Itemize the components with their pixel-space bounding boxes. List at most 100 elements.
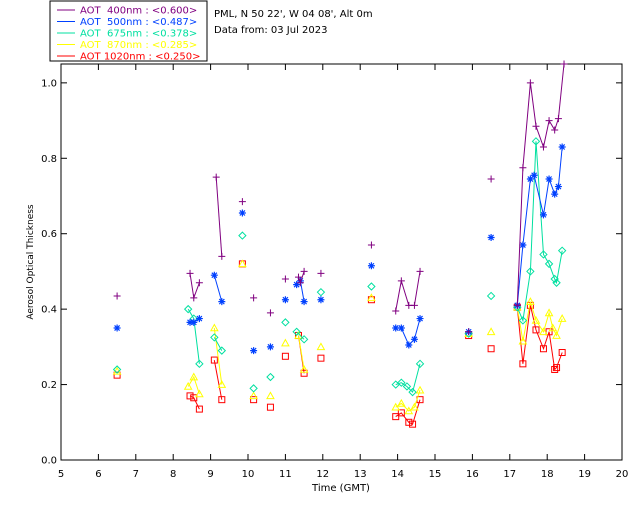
legend: AOT 400nm : <0.600>AOT 500nm : <0.487>AO… — [49, 0, 208, 63]
data-point — [212, 173, 220, 181]
data-point — [183, 381, 193, 390]
data-point — [281, 352, 289, 360]
data-point — [300, 267, 308, 275]
data-point — [113, 324, 121, 332]
x-tick-label: 5 — [58, 469, 64, 480]
data-point — [238, 231, 247, 240]
x-axis-label: Time (GMT) — [311, 483, 370, 494]
data-point — [539, 211, 547, 219]
data-point — [410, 301, 418, 309]
data-point — [415, 359, 425, 369]
x-tick-label: 18 — [541, 469, 554, 480]
data-point — [281, 338, 290, 347]
data-point — [293, 281, 301, 289]
data-point — [557, 314, 567, 322]
series-line — [187, 308, 200, 364]
data-point — [532, 122, 540, 130]
data-point — [548, 323, 558, 332]
x-tick-label: 15 — [429, 469, 442, 480]
data-point — [487, 345, 495, 353]
data-point — [266, 309, 274, 317]
legend-entry: AOT 1020nm : <0.250> — [80, 52, 200, 63]
data-point — [186, 392, 194, 400]
data-point — [367, 282, 376, 291]
y-tick-label: 0.2 — [41, 380, 57, 391]
data-point — [299, 335, 309, 344]
legend-entry: AOT 675nm : <0.378> — [80, 29, 197, 40]
data-point — [210, 271, 218, 279]
x-tick-label: 11 — [279, 469, 292, 480]
data-point — [189, 372, 199, 381]
y-tick-label: 0.6 — [41, 229, 57, 240]
data-point — [218, 298, 226, 306]
data-point — [416, 315, 424, 323]
data-point — [317, 269, 325, 277]
data-point — [294, 273, 302, 281]
series-line — [395, 399, 421, 425]
x-tick-label: 6 — [95, 469, 101, 480]
x-tick-label: 13 — [354, 469, 367, 480]
x-tick-label: 20 — [616, 469, 629, 480]
series-aot-400nm — [113, 60, 568, 336]
series-line — [296, 331, 305, 340]
data-point — [281, 275, 289, 283]
axes: 5 6 7 8 9 10 11 12 13 14 15 16 17 18 19 20 0.0 0.2 0.4 0.6 0… — [41, 64, 628, 480]
data-point — [112, 365, 122, 374]
data-point — [486, 291, 496, 301]
series-line — [189, 395, 200, 410]
data-point — [195, 389, 204, 398]
data-point — [531, 137, 541, 146]
data-point — [513, 301, 521, 309]
legend-entry: AOT 870nm : <0.285> — [80, 40, 197, 51]
data-point — [210, 333, 219, 342]
y-axis-label: Aerosol Optical Thickness — [26, 204, 36, 320]
data-point — [526, 175, 534, 183]
data-point — [299, 364, 309, 373]
data-point — [558, 349, 566, 357]
x-tick-label: 9 — [207, 469, 213, 480]
data-point — [183, 304, 193, 314]
data-point — [218, 252, 226, 260]
series-line — [298, 335, 305, 370]
data-point — [266, 403, 274, 411]
x-tick-label: 19 — [578, 469, 591, 480]
data-point — [415, 385, 425, 394]
data-point — [530, 171, 538, 179]
x-tick-label: 14 — [391, 469, 404, 480]
data-point — [532, 326, 540, 334]
data-point — [405, 418, 413, 426]
data-point — [238, 209, 246, 217]
y-tick-label: 0.8 — [41, 154, 57, 165]
legend-entry: AOT 400nm : <0.600> — [80, 6, 197, 17]
data-point — [195, 405, 203, 413]
data-point — [519, 164, 527, 172]
data-point — [545, 117, 553, 125]
data-point — [410, 402, 419, 411]
data-point — [317, 354, 325, 362]
data-point — [296, 279, 304, 287]
data-point — [526, 79, 534, 87]
data-point — [554, 183, 562, 191]
legend-entry: AOT 500nm : <0.487> — [80, 17, 197, 28]
data-point — [249, 384, 258, 393]
data-point — [250, 294, 258, 302]
data-point — [281, 296, 289, 304]
data-point — [190, 318, 198, 326]
data-point — [217, 346, 227, 355]
data-point — [539, 345, 547, 353]
data-point — [552, 278, 561, 287]
data-point — [519, 360, 527, 368]
data-point — [367, 262, 375, 270]
data-point — [551, 190, 559, 198]
data-point — [186, 269, 194, 277]
series-line — [516, 301, 563, 342]
data-point — [186, 318, 194, 326]
data-point — [300, 298, 308, 306]
data-point — [250, 396, 258, 404]
series-line — [213, 327, 223, 385]
date-label: Data from: 03 Jul 2023 — [214, 25, 327, 36]
series-line — [215, 177, 223, 257]
x-tick-label: 17 — [503, 469, 516, 480]
data-point — [544, 259, 554, 269]
